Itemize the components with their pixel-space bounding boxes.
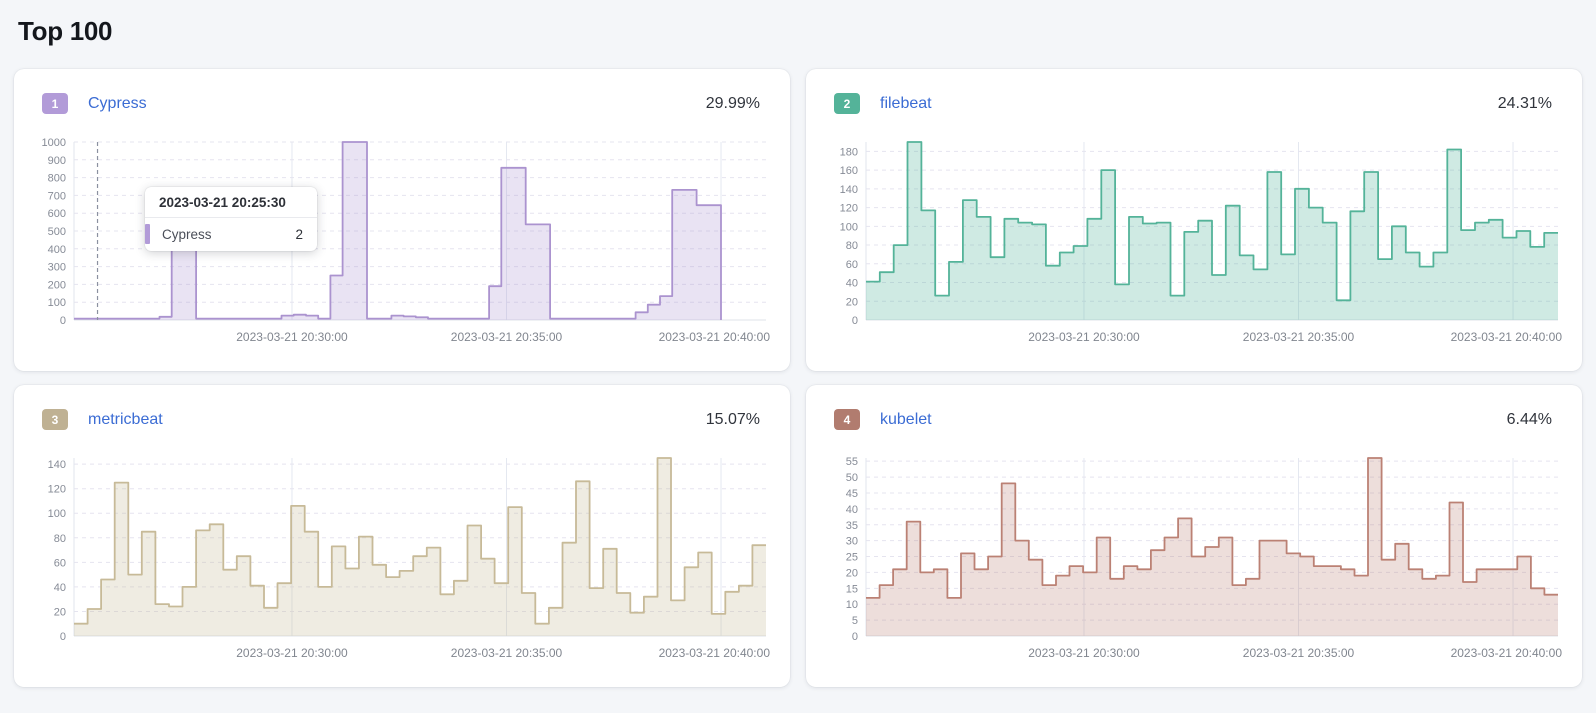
- y-axis-label: 0: [852, 315, 858, 327]
- x-axis-label: 2023-03-21 20:40:00: [1451, 330, 1563, 344]
- y-axis-label: 100: [48, 508, 66, 520]
- x-axis-label: 2023-03-21 20:30:00: [1028, 330, 1140, 344]
- card-header: 3 metricbeat 15.07%: [42, 409, 760, 430]
- x-axis-label: 2023-03-21 20:40:00: [1451, 646, 1563, 660]
- y-axis-label: 800: [48, 173, 66, 185]
- dashboard: Top 100 1 Cypress 29.99% 2023-03-21 20:3…: [14, 16, 1582, 687]
- y-axis-label: 0: [852, 631, 858, 643]
- y-axis-label: 30: [846, 536, 858, 548]
- chart-cypress[interactable]: 2023-03-21 20:30:00 2023-03-21 20:35:00 20…: [28, 134, 776, 348]
- rank-badge: 3: [42, 409, 68, 430]
- y-axis-label: 900: [48, 155, 66, 167]
- y-axis-label: 1000: [42, 137, 66, 149]
- y-axis-label: 40: [54, 582, 66, 594]
- y-axis-label: 50: [846, 472, 858, 484]
- y-axis-label: 200: [48, 279, 66, 291]
- tooltip-row: Cypress 2: [145, 218, 317, 251]
- y-axis-label: 35: [846, 520, 858, 532]
- tooltip-series-value: 2: [295, 226, 303, 242]
- rank-badge: 2: [834, 93, 860, 114]
- y-axis-label: 10: [846, 599, 858, 611]
- step-area-chart[interactable]: 2023-03-21 20:30:00 2023-03-21 20:35:00 20…: [820, 450, 1568, 664]
- y-axis-label: 80: [54, 533, 66, 545]
- y-axis-label: 120: [840, 203, 858, 215]
- y-axis-label: 0: [60, 631, 66, 643]
- tooltip-divider: [145, 217, 317, 218]
- percent-value: 29.99%: [705, 94, 760, 112]
- y-axis-label: 20: [846, 296, 858, 308]
- series-link-kubelet[interactable]: kubelet: [880, 410, 932, 428]
- y-axis-label: 100: [840, 221, 858, 233]
- y-axis-label: 25: [846, 552, 858, 564]
- percent-value: 24.31%: [1497, 94, 1552, 112]
- x-axis-label: 2023-03-21 20:35:00: [451, 646, 563, 660]
- y-axis-label: 45: [846, 488, 858, 500]
- y-axis-label: 40: [846, 278, 858, 290]
- x-axis-label: 2023-03-21 20:40:00: [659, 646, 771, 660]
- series-link-filebeat[interactable]: filebeat: [880, 94, 932, 112]
- x-axis-label: 2023-03-21 20:35:00: [451, 330, 563, 344]
- percent-value: 15.07%: [705, 410, 760, 428]
- y-axis-label: 180: [840, 146, 858, 158]
- y-axis-label: 700: [48, 190, 66, 202]
- y-axis-label: 120: [48, 484, 66, 496]
- y-axis-label: 55: [846, 456, 858, 468]
- rank-badge: 4: [834, 409, 860, 430]
- card-filebeat: 2 filebeat 24.31% 2023-03-21 20:30:00 202…: [806, 69, 1582, 371]
- chart-kubelet[interactable]: 2023-03-21 20:30:00 2023-03-21 20:35:00 20…: [820, 450, 1568, 664]
- x-axis-label: 2023-03-21 20:30:00: [236, 646, 348, 660]
- chart-tooltip: 2023-03-21 20:25:30 Cypress 2: [145, 187, 317, 251]
- y-axis-label: 160: [840, 165, 858, 177]
- step-area-chart[interactable]: 2023-03-21 20:30:00 2023-03-21 20:35:00 20…: [28, 450, 776, 664]
- series-link-cypress[interactable]: Cypress: [88, 94, 147, 112]
- cards-grid: 1 Cypress 29.99% 2023-03-21 20:30:00 2023…: [14, 69, 1582, 687]
- y-axis-label: 15: [846, 583, 858, 595]
- y-axis-label: 600: [48, 208, 66, 220]
- card-header: 2 filebeat 24.31%: [834, 93, 1552, 114]
- x-axis-label: 2023-03-21 20:30:00: [236, 330, 348, 344]
- y-axis-label: 20: [846, 567, 858, 579]
- tooltip-timestamp: 2023-03-21 20:25:30: [159, 195, 286, 210]
- x-axis-label: 2023-03-21 20:35:00: [1243, 646, 1355, 660]
- tooltip-series-marker: [145, 224, 150, 244]
- step-area-chart[interactable]: 2023-03-21 20:30:00 2023-03-21 20:35:00 20…: [820, 134, 1568, 348]
- x-axis-label: 2023-03-21 20:30:00: [1028, 646, 1140, 660]
- percent-value: 6.44%: [1506, 410, 1552, 428]
- card-kubelet: 4 kubelet 6.44% 2023-03-21 20:30:00 2023-…: [806, 385, 1582, 687]
- chart-filebeat[interactable]: 2023-03-21 20:30:00 2023-03-21 20:35:00 20…: [820, 134, 1568, 348]
- y-axis-label: 300: [48, 262, 66, 274]
- chart-metricbeat[interactable]: 2023-03-21 20:30:00 2023-03-21 20:35:00 20…: [28, 450, 776, 664]
- page-title: Top 100: [18, 16, 113, 46]
- y-axis-label: 0: [60, 315, 66, 327]
- y-axis-label: 40: [846, 504, 858, 516]
- y-axis-label: 100: [48, 297, 66, 309]
- y-axis-label: 140: [48, 459, 66, 471]
- series-link-metricbeat[interactable]: metricbeat: [88, 410, 163, 428]
- y-axis-label: 5: [852, 615, 858, 627]
- card-header: 1 Cypress 29.99%: [42, 93, 760, 114]
- y-axis-label: 140: [840, 184, 858, 196]
- area-fill: [74, 458, 766, 636]
- card-metricbeat: 3 metricbeat 15.07% 2023-03-21 20:30:00 2…: [14, 385, 790, 687]
- area-line: [74, 141, 722, 320]
- area-line: [866, 141, 1558, 302]
- y-axis-label: 20: [54, 606, 66, 618]
- y-axis-label: 60: [846, 259, 858, 271]
- tooltip-series-label: Cypress: [162, 226, 212, 242]
- rank-badge: 1: [42, 93, 68, 114]
- y-axis-label: 500: [48, 226, 66, 238]
- y-axis-label: 400: [48, 244, 66, 256]
- y-axis-label: 60: [54, 557, 66, 569]
- y-axis-label: 80: [846, 240, 858, 252]
- card-header: 4 kubelet 6.44%: [834, 409, 1552, 430]
- card-cypress: 1 Cypress 29.99% 2023-03-21 20:30:00 2023…: [14, 69, 790, 371]
- x-axis-label: 2023-03-21 20:35:00: [1243, 330, 1355, 344]
- x-axis-label: 2023-03-21 20:40:00: [659, 330, 771, 344]
- area-line: [866, 457, 1558, 599]
- area-line: [74, 457, 766, 625]
- step-area-chart[interactable]: 2023-03-21 20:30:00 2023-03-21 20:35:00 20…: [28, 134, 776, 348]
